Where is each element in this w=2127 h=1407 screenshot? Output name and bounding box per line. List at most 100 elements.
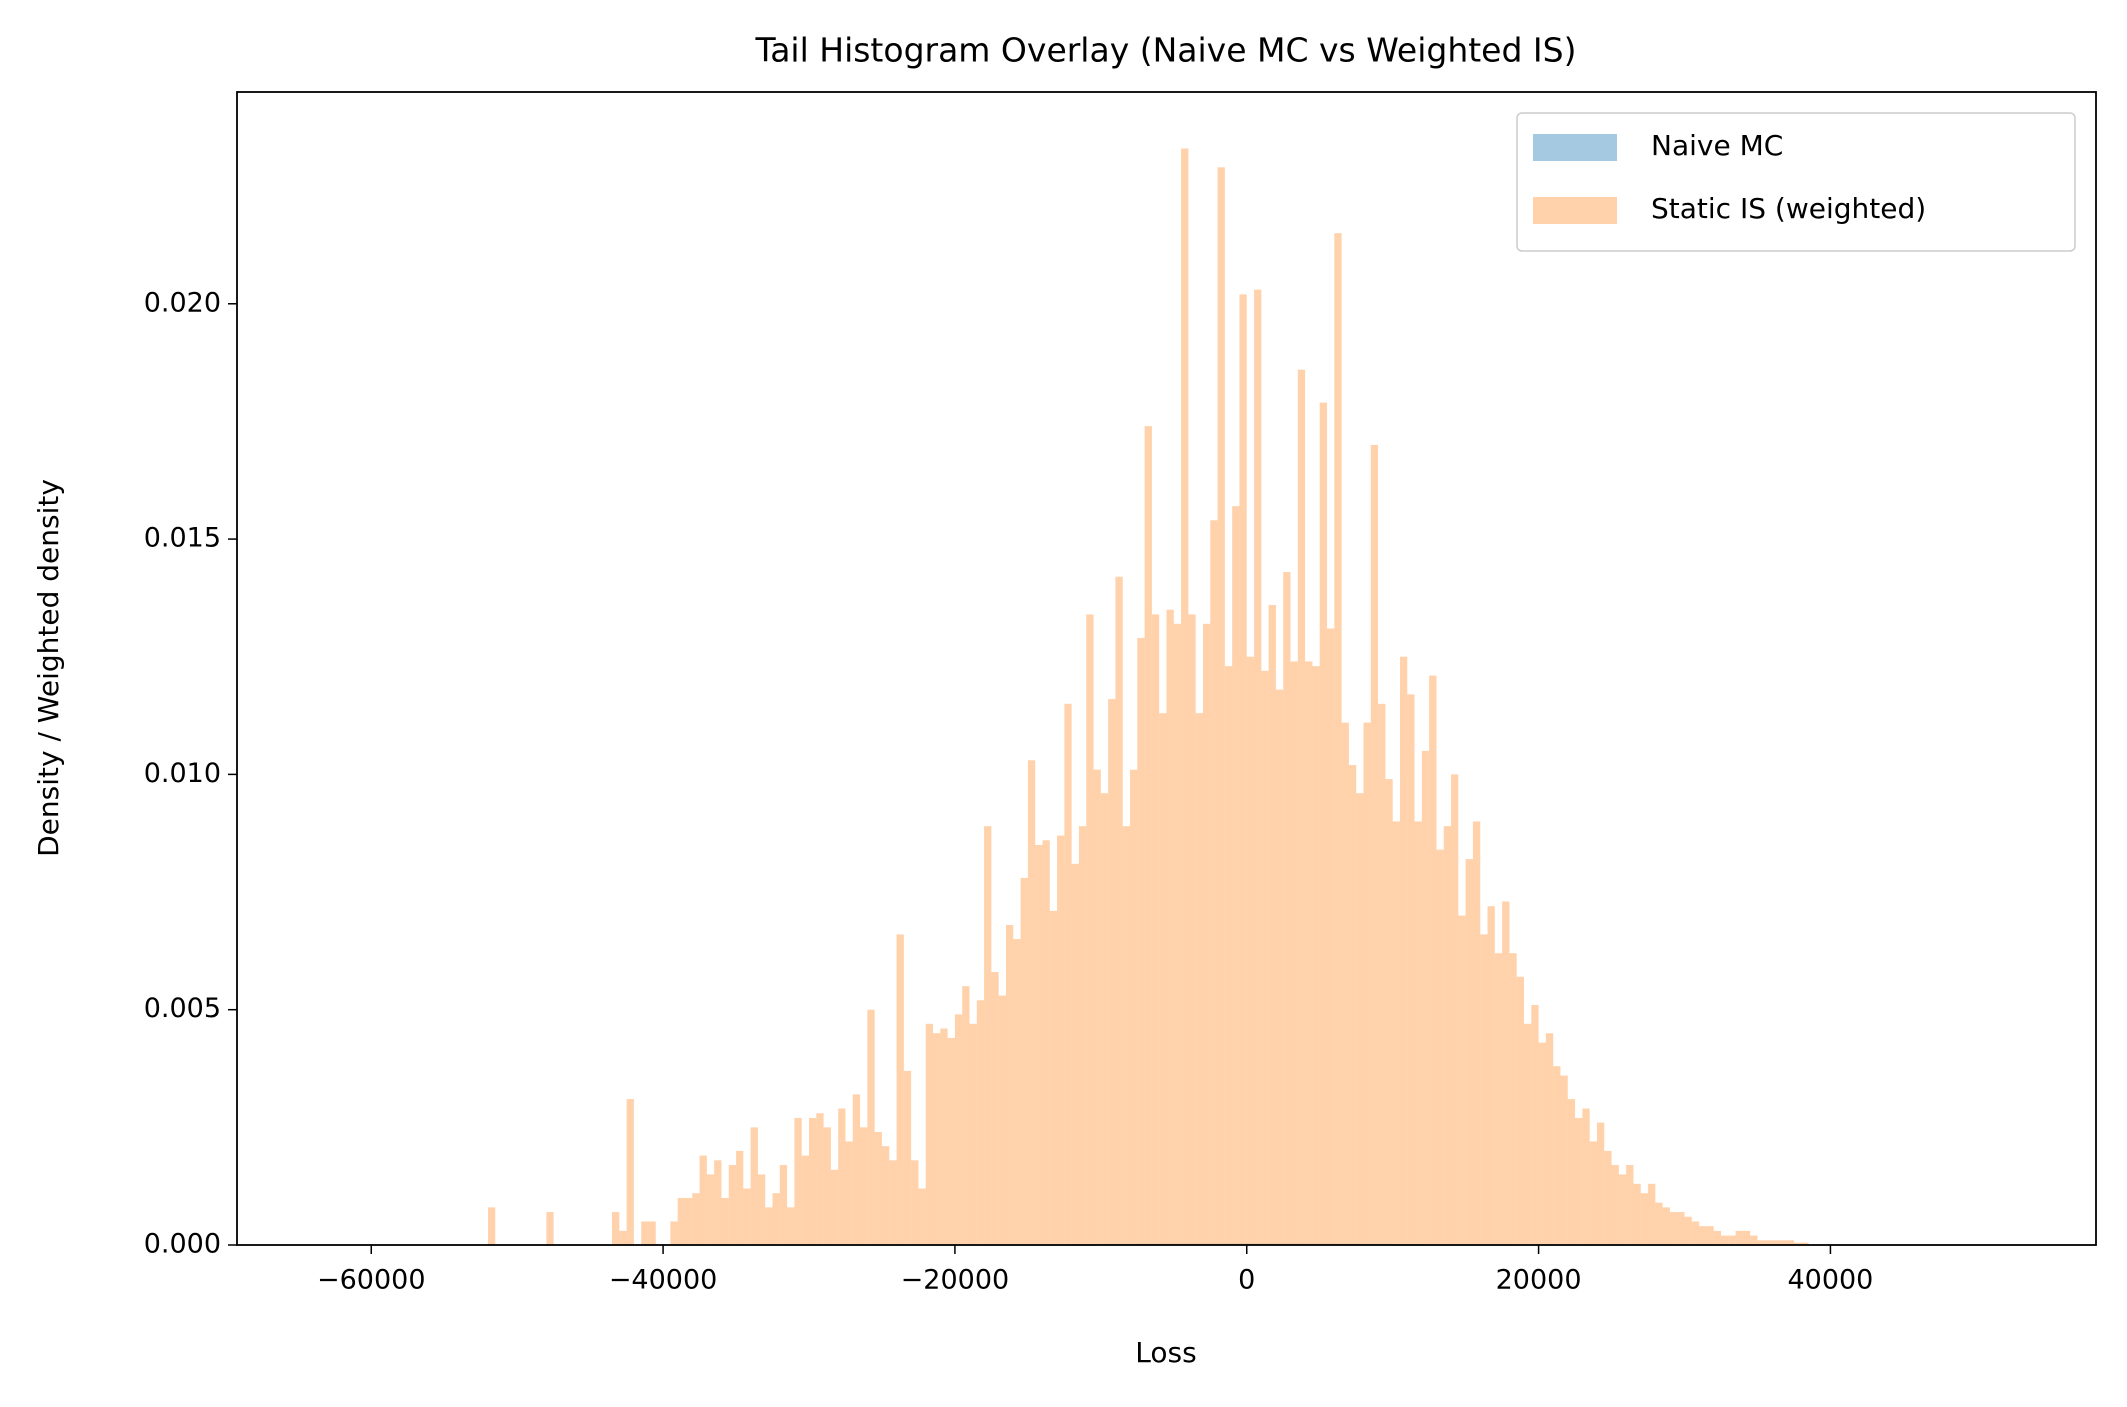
histogram-bar (1728, 1235, 1736, 1245)
histogram-bar (1494, 953, 1503, 1245)
histogram-bar (1370, 444, 1379, 1245)
histogram-bar (1261, 670, 1269, 1245)
y-tick-label: 0.005 (144, 993, 221, 1024)
histogram-bar (1560, 1075, 1568, 1245)
bars (342, 148, 2006, 1246)
histogram-bar (1392, 821, 1400, 1245)
histogram-bar (1327, 628, 1335, 1245)
histogram-bar (1655, 1202, 1663, 1245)
histogram-bar (779, 1164, 788, 1245)
axes: −60000 −40000 −20000 0 20000 40000 0.000 0.005 0… (144, 91, 2097, 1296)
histogram-bar (1502, 901, 1510, 1245)
histogram-bar (1589, 1141, 1597, 1245)
histogram-bar (867, 1009, 875, 1245)
histogram-bar (1195, 713, 1203, 1245)
legend-swatch (1533, 197, 1617, 224)
y-tick-label: 0.020 (144, 287, 221, 318)
histogram-bar (1334, 233, 1342, 1246)
histogram-bar (1378, 703, 1386, 1245)
y-tick-label: 0.010 (144, 758, 221, 789)
histogram-bar (830, 1169, 839, 1245)
histogram-bar (1699, 1226, 1707, 1245)
histogram-bar (1042, 840, 1050, 1245)
histogram-bar (1005, 924, 1014, 1245)
histogram-bar (1159, 713, 1167, 1245)
histogram-bar (1254, 289, 1262, 1246)
histogram-bar (1596, 1122, 1605, 1245)
histogram-bar (1363, 722, 1371, 1245)
legend-label: Naive MC (1651, 129, 1783, 162)
histogram-bar (743, 1188, 751, 1245)
histogram-bar (1429, 675, 1437, 1245)
x-tick-label: −40000 (609, 1265, 718, 1296)
histogram-bar (1553, 1066, 1561, 1245)
histogram-bar (896, 934, 904, 1245)
x-tick-label: −60000 (317, 1265, 426, 1296)
legend: Naive MC Static IS (weighted) (1516, 112, 2076, 252)
histogram-bar (1130, 769, 1138, 1245)
x-axis-label: Loss (1135, 1336, 1196, 1369)
histogram-bar (801, 1155, 809, 1245)
histogram-bar (1684, 1216, 1692, 1245)
histogram-bar (1742, 1230, 1751, 1245)
histogram-bar (612, 1212, 620, 1245)
histogram-bar (1772, 1240, 1780, 1245)
histogram-bar (721, 1197, 729, 1245)
histogram-bar (684, 1197, 693, 1245)
histogram-bar (1677, 1212, 1685, 1245)
histogram-bar (1100, 793, 1109, 1245)
histogram-bar (1640, 1193, 1649, 1245)
histogram-bar (1137, 637, 1145, 1245)
histogram-bar (1268, 604, 1276, 1245)
histogram-bar (1210, 520, 1218, 1245)
histogram-bar (1399, 656, 1408, 1245)
histogram-bar (1604, 1150, 1612, 1245)
histogram-bar (1443, 826, 1452, 1245)
histogram-bar (619, 1230, 627, 1245)
histogram-bar (1516, 976, 1524, 1245)
histogram-bar (984, 826, 992, 1245)
histogram-bar (1611, 1164, 1619, 1245)
histogram-bar (1735, 1230, 1743, 1245)
histogram-bar (969, 1023, 977, 1245)
histogram-bar (1750, 1235, 1758, 1245)
histogram-bar (1093, 769, 1101, 1245)
histogram-bar (1786, 1240, 1794, 1245)
histogram-bar (1575, 1117, 1583, 1245)
histogram-bar (1283, 572, 1291, 1245)
histogram-bar (1239, 294, 1247, 1245)
histogram-bar (1122, 826, 1131, 1245)
histogram-bar (1319, 402, 1328, 1245)
histogram-bar (889, 1160, 897, 1245)
histogram-bar (1385, 779, 1393, 1245)
histogram-bar (1545, 1033, 1554, 1245)
histogram-bar (845, 1141, 853, 1245)
histogram-bar (1421, 750, 1430, 1245)
histogram-bar (816, 1113, 824, 1245)
histogram-bar (1713, 1230, 1721, 1245)
histogram-bar (1188, 614, 1196, 1245)
histogram-bar (1567, 1099, 1576, 1245)
histogram-bar (1086, 614, 1094, 1245)
histogram-bar (1027, 760, 1036, 1245)
legend-label: Static IS (weighted) (1651, 192, 1926, 225)
histogram-bar (954, 1014, 963, 1245)
histogram-bar (772, 1193, 780, 1245)
histogram-bar (1524, 1023, 1532, 1245)
histogram-bar (1648, 1183, 1656, 1245)
histogram-bar (1531, 1004, 1539, 1245)
histogram-bar (976, 1000, 985, 1245)
histogram-bar (1793, 1242, 1802, 1245)
legend-box (1516, 112, 2076, 252)
histogram-bar (1757, 1240, 1765, 1245)
histogram-bar (860, 1127, 868, 1245)
histogram-bar (1115, 576, 1123, 1245)
histogram-bar (1217, 167, 1225, 1245)
histogram-bar (1509, 953, 1517, 1245)
histogram-bar (1487, 906, 1495, 1245)
histogram-bar (933, 1033, 941, 1245)
histogram-bar (487, 1207, 496, 1245)
histogram-bar (925, 1023, 934, 1245)
histogram-bar (546, 1212, 554, 1245)
x-tick-label: −20000 (901, 1265, 1010, 1296)
